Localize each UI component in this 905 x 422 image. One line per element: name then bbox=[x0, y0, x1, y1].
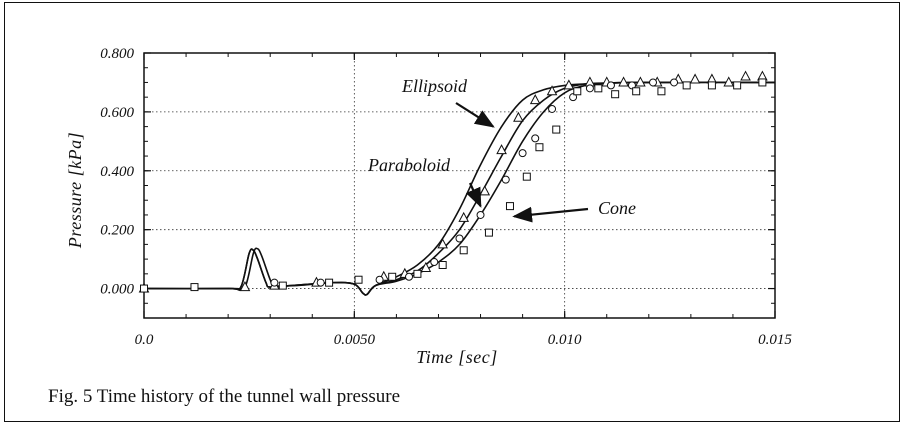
marker-cone bbox=[552, 125, 561, 134]
annotations: Ellipsoid Paraboloid Cone bbox=[367, 76, 636, 223]
marker-paraboloid bbox=[455, 234, 464, 243]
x-tick-label: 0.010 bbox=[548, 332, 582, 348]
marker-cone bbox=[140, 284, 148, 293]
marker-paraboloid bbox=[405, 272, 414, 281]
marker-paraboloid bbox=[627, 81, 636, 90]
annotation-paraboloid: Paraboloid bbox=[367, 155, 451, 175]
y-tick-label: 0.800 bbox=[100, 46, 134, 62]
marker-ellipsoid bbox=[239, 281, 251, 292]
y-axis-title: Pressure [kPa] bbox=[65, 132, 85, 249]
marker-paraboloid bbox=[548, 104, 557, 113]
marker-cone bbox=[325, 278, 334, 287]
curve-ellipsoid bbox=[143, 81, 776, 296]
marker-cone bbox=[632, 87, 641, 96]
marker-ellipsoid bbox=[723, 76, 735, 87]
x-tick-label: 0.0 bbox=[135, 332, 154, 348]
marker-cone bbox=[278, 281, 287, 290]
annotation-arrow bbox=[455, 102, 495, 128]
annotation-cone: Cone bbox=[598, 198, 636, 218]
marker-paraboloid bbox=[430, 258, 439, 267]
marker-cone bbox=[505, 202, 514, 211]
marker-cone bbox=[758, 78, 767, 87]
annotation-arrow bbox=[512, 206, 589, 223]
series-markers bbox=[138, 70, 768, 293]
marker-cone bbox=[413, 269, 422, 278]
marker-paraboloid bbox=[569, 93, 578, 102]
marker-paraboloid bbox=[476, 210, 485, 219]
marker-cone bbox=[682, 81, 691, 90]
marker-cone bbox=[484, 228, 493, 237]
y-tick-label: 0.200 bbox=[100, 223, 134, 239]
marker-paraboloid bbox=[375, 275, 384, 284]
marker-cone bbox=[657, 87, 666, 96]
marker-cone bbox=[438, 261, 447, 269]
marker-cone bbox=[388, 272, 397, 281]
marker-ellipsoid bbox=[420, 261, 432, 272]
marker-cone bbox=[190, 283, 199, 292]
pressure-chart: 0.000 0.200 0.400 0.600 0.800 0.0 0.0050 0.010 0… bbox=[65, 46, 792, 367]
marker-paraboloid bbox=[531, 134, 540, 143]
marker-ellipsoid bbox=[496, 144, 507, 155]
annotation-arrow bbox=[465, 182, 482, 208]
y-tick-label: 0.000 bbox=[100, 282, 134, 298]
y-tick-label: 0.400 bbox=[100, 164, 134, 180]
marker-cone bbox=[354, 275, 363, 284]
marker-ellipsoid bbox=[618, 76, 629, 87]
marker-cone bbox=[459, 246, 468, 255]
curve-paraboloid bbox=[143, 81, 776, 296]
marker-paraboloid bbox=[501, 175, 510, 184]
marker-ellipsoid bbox=[529, 94, 541, 105]
annotation-ellipsoid: Ellipsoid bbox=[401, 76, 468, 96]
x-tick-label: 0.0050 bbox=[334, 332, 376, 348]
marker-cone bbox=[733, 81, 742, 90]
y-tick-label: 0.600 bbox=[100, 105, 134, 121]
x-axis-title: Time [sec] bbox=[416, 347, 498, 367]
marker-cone bbox=[522, 172, 531, 181]
marker-paraboloid bbox=[670, 78, 679, 87]
marker-ellipsoid bbox=[437, 238, 449, 249]
marker-ellipsoid bbox=[563, 79, 575, 90]
marker-paraboloid bbox=[649, 78, 658, 87]
marker-ellipsoid bbox=[513, 111, 524, 122]
marker-cone bbox=[594, 84, 603, 93]
marker-paraboloid bbox=[606, 81, 615, 90]
marker-ellipsoid bbox=[635, 76, 646, 87]
marker-paraboloid bbox=[518, 149, 527, 158]
marker-cone bbox=[573, 87, 582, 96]
series-curves bbox=[143, 81, 776, 296]
marker-paraboloid bbox=[585, 84, 594, 93]
marker-paraboloid bbox=[316, 278, 325, 287]
marker-cone bbox=[707, 81, 716, 90]
axis-ticks: 0.000 0.200 0.400 0.600 0.800 0.0 0.0050 0.010 0… bbox=[100, 46, 792, 348]
x-tick-label: 0.015 bbox=[758, 332, 792, 348]
marker-paraboloid bbox=[270, 278, 279, 287]
curve-cone bbox=[143, 81, 776, 296]
figure-caption: Fig. 5 Time history of the tunnel wall p… bbox=[48, 386, 401, 407]
marker-ellipsoid bbox=[740, 70, 751, 81]
marker-ellipsoid bbox=[546, 85, 558, 96]
marker-ellipsoid bbox=[689, 73, 701, 84]
marker-cone bbox=[611, 90, 620, 99]
marker-ellipsoid bbox=[458, 211, 470, 222]
marker-cone bbox=[535, 143, 544, 152]
marker-ellipsoid bbox=[479, 185, 491, 196]
